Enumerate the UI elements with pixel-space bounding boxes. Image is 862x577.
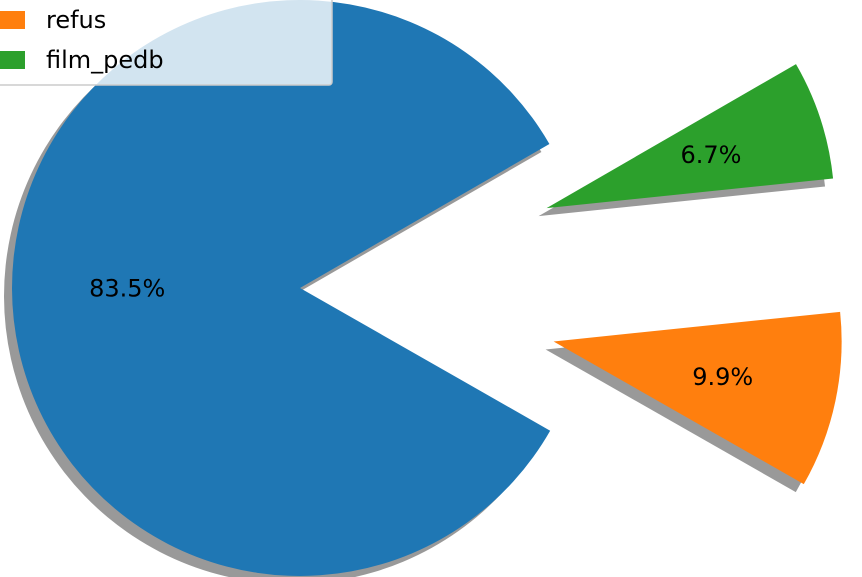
legend-label-film-pedb: film_pedb bbox=[46, 46, 164, 74]
legend-swatch-film-pedb bbox=[0, 51, 25, 69]
legend-box bbox=[0, 0, 333, 86]
percent-labels: 83.5% 9.9% 6.7% bbox=[89, 141, 753, 391]
pct-label-film-pedb: 6.7% bbox=[680, 141, 741, 169]
slice-film-pedb bbox=[546, 64, 834, 209]
slice-refus bbox=[553, 311, 842, 485]
legend-swatch-refus bbox=[0, 11, 25, 29]
pct-label-slice-0: 83.5% bbox=[89, 274, 165, 302]
legend: refus film_pedb bbox=[0, 0, 333, 86]
pct-label-refus: 9.9% bbox=[692, 363, 753, 391]
legend-label-refus: refus bbox=[46, 6, 106, 34]
slices bbox=[12, 0, 842, 576]
slice-slice-0 bbox=[12, 0, 551, 576]
